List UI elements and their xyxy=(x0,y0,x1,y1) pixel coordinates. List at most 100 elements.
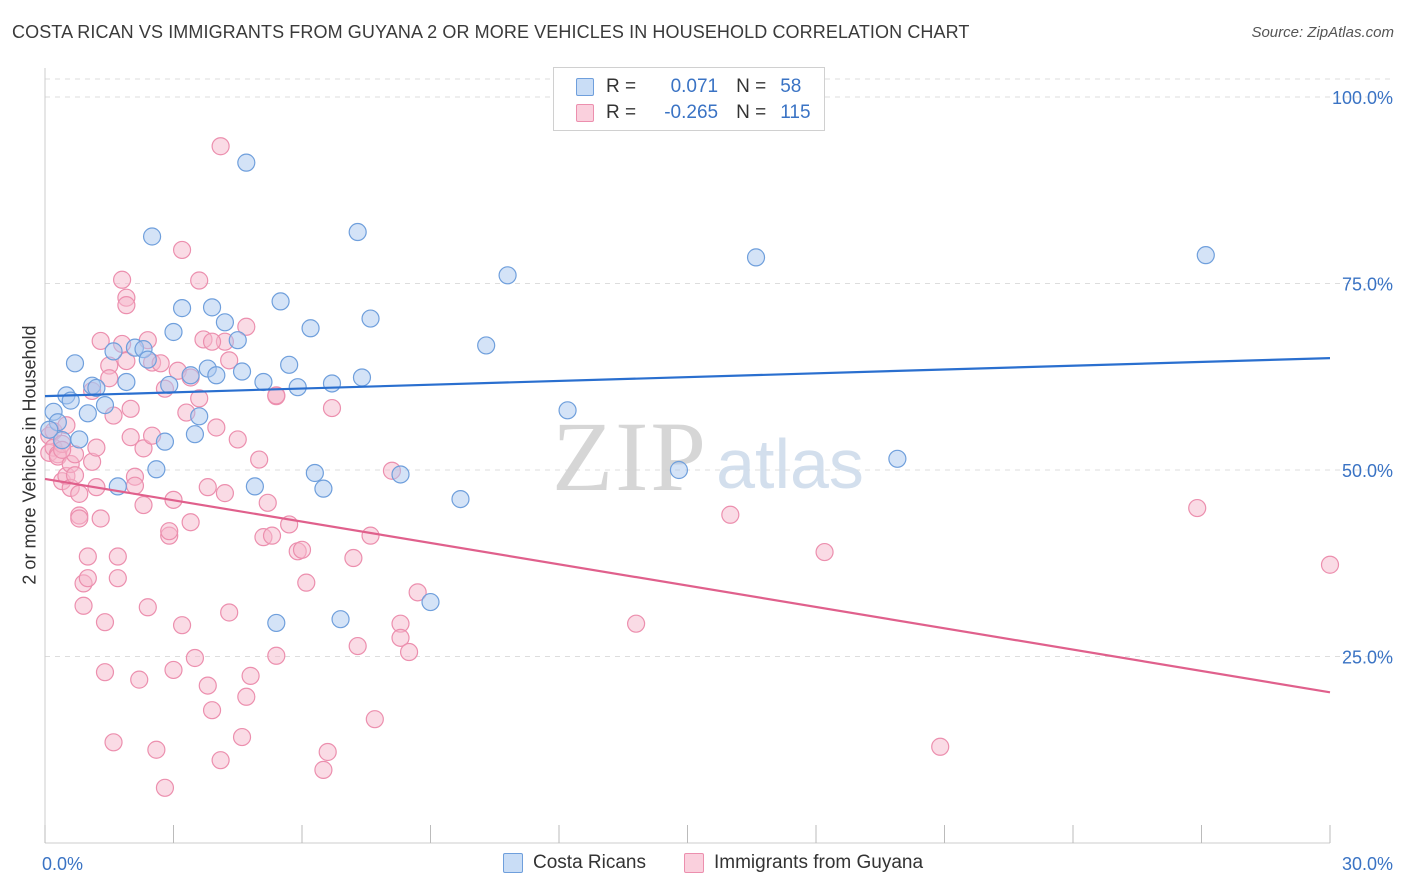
point-guyana xyxy=(190,389,209,408)
point-guyana xyxy=(70,484,89,503)
point-guyana xyxy=(78,547,97,566)
point-costa-rican xyxy=(1196,246,1215,265)
legend-r-label: R = xyxy=(606,76,637,97)
point-costa-rican xyxy=(104,342,123,361)
point-guyana xyxy=(348,636,367,656)
point-guyana xyxy=(91,509,110,528)
source-label: Source: ZipAtlas.com xyxy=(1251,24,1394,41)
point-guyana xyxy=(87,438,106,457)
point-guyana xyxy=(172,616,192,635)
point-costa-rican xyxy=(280,355,299,374)
point-guyana xyxy=(138,598,157,617)
point-guyana xyxy=(104,733,123,752)
point-costa-rican xyxy=(40,420,59,439)
point-costa-rican xyxy=(155,432,175,451)
point-guyana xyxy=(185,648,205,668)
point-guyana xyxy=(211,751,230,770)
point-guyana xyxy=(314,760,333,779)
point-guyana xyxy=(95,613,115,632)
point-guyana xyxy=(112,270,132,289)
point-guyana xyxy=(164,660,183,680)
legend-n-value: 58 xyxy=(780,76,802,97)
point-costa-rican xyxy=(202,298,222,317)
point-guyana xyxy=(267,386,286,405)
point-guyana xyxy=(65,466,85,485)
point-guyana xyxy=(134,495,153,515)
point-guyana xyxy=(391,628,410,647)
point-guyana xyxy=(117,296,136,315)
point-guyana xyxy=(399,642,419,662)
point-guyana xyxy=(931,737,950,756)
point-guyana xyxy=(815,542,834,562)
point-guyana xyxy=(258,493,277,512)
point-guyana xyxy=(100,369,119,388)
point-guyana xyxy=(108,547,127,566)
point-guyana xyxy=(202,701,222,720)
bottom-legend-swatch-pink xyxy=(684,853,704,873)
point-guyana xyxy=(262,526,282,545)
point-costa-rican xyxy=(78,404,97,423)
x-tick-label-max: 30.0% xyxy=(1342,854,1393,874)
point-costa-rican xyxy=(207,366,226,385)
point-guyana xyxy=(130,670,149,689)
point-costa-rican xyxy=(498,266,517,285)
point-guyana xyxy=(721,505,740,524)
legend-swatch-pink xyxy=(576,104,594,122)
point-costa-rican xyxy=(138,350,157,369)
y-tick-label: 75.0% xyxy=(1342,275,1393,295)
point-guyana xyxy=(215,484,234,503)
point-guyana xyxy=(220,603,239,622)
point-guyana xyxy=(125,476,145,495)
y-tick-label: 25.0% xyxy=(1342,648,1393,668)
point-guyana xyxy=(181,513,200,532)
point-costa-rican xyxy=(301,319,320,338)
trend-line-costa-rican xyxy=(44,357,1331,398)
point-guyana xyxy=(91,331,110,351)
point-guyana xyxy=(292,540,312,559)
point-costa-rican xyxy=(451,489,470,509)
point-guyana xyxy=(241,666,260,685)
legend-r-value: 0.071 xyxy=(670,76,719,97)
point-costa-rican xyxy=(172,299,192,318)
point-guyana xyxy=(297,573,316,592)
point-costa-rican xyxy=(746,248,766,267)
point-costa-rican xyxy=(254,372,273,392)
point-costa-rican xyxy=(558,401,577,420)
point-costa-rican xyxy=(361,309,380,328)
point-guyana xyxy=(172,240,192,260)
legend-r-label: R = xyxy=(606,102,637,123)
point-costa-rican xyxy=(142,227,162,246)
point-costa-rican xyxy=(288,378,307,397)
trend-lines xyxy=(44,357,1331,694)
point-guyana xyxy=(1188,498,1207,518)
point-guyana xyxy=(211,137,230,156)
point-costa-rican xyxy=(70,430,89,449)
point-guyana xyxy=(237,687,256,706)
point-guyana xyxy=(74,596,93,615)
y-tick-label: 100.0% xyxy=(1332,88,1393,108)
legend-swatch-blue xyxy=(576,78,594,96)
point-costa-rican xyxy=(228,331,247,350)
point-guyana xyxy=(344,548,363,568)
point-costa-rican xyxy=(87,378,106,398)
bottom-legend-swatch-blue xyxy=(503,853,523,873)
point-costa-rican xyxy=(160,375,179,395)
point-costa-rican xyxy=(331,610,350,629)
point-costa-rican xyxy=(190,407,209,426)
point-costa-rican xyxy=(348,222,367,242)
point-guyana xyxy=(108,569,127,588)
point-guyana xyxy=(155,778,175,797)
point-costa-rican xyxy=(147,460,166,479)
point-costa-rican xyxy=(232,362,252,381)
legend-n-label: N = xyxy=(736,102,767,123)
point-guyana xyxy=(202,332,222,351)
point-costa-rican xyxy=(352,368,372,387)
point-costa-rican xyxy=(271,292,290,311)
point-guyana xyxy=(160,522,179,541)
point-guyana xyxy=(95,663,115,682)
point-costa-rican xyxy=(322,374,342,393)
point-guyana xyxy=(220,351,239,370)
point-costa-rican xyxy=(215,313,234,332)
bottom-legend-costa-ricans: Costa Ricans xyxy=(503,852,646,874)
point-costa-rican xyxy=(267,613,286,633)
